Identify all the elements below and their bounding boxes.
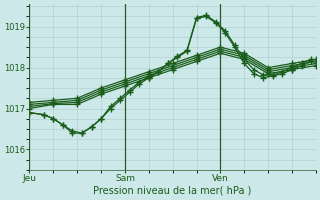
X-axis label: Pression niveau de la mer( hPa ): Pression niveau de la mer( hPa ): [93, 186, 252, 196]
